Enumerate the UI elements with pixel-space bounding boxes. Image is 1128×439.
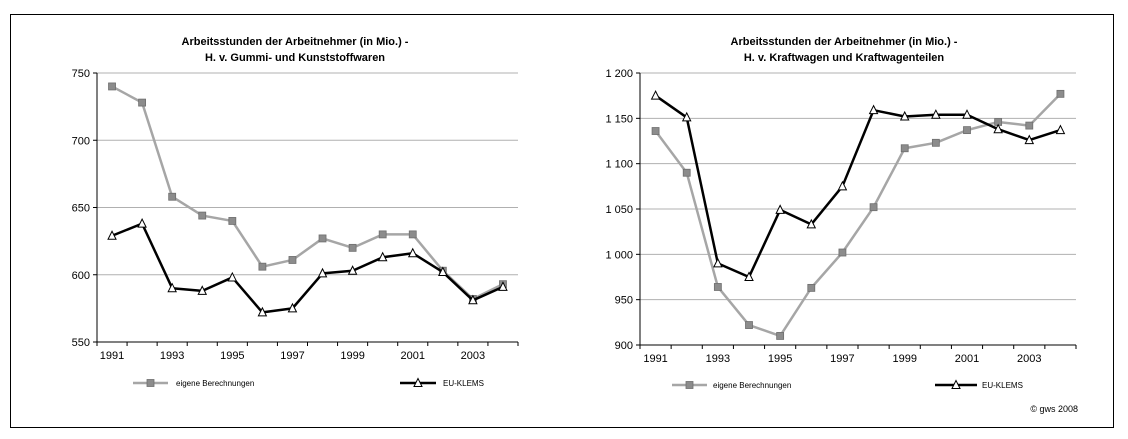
y-tick-label: 650: [72, 203, 90, 215]
data-point-square: [258, 262, 267, 271]
series-line-euklems: [111, 222, 504, 314]
y-tick-label: 950: [615, 295, 633, 307]
y-tick-label: 550: [72, 337, 90, 349]
data-point-square: [807, 283, 816, 292]
series-line-eigene: [654, 92, 1062, 338]
data-point-square: [869, 203, 878, 212]
x-tick-label: 1991: [100, 350, 124, 362]
x-tick-label: 2003: [461, 350, 485, 362]
data-point-square: [288, 256, 297, 264]
legend-marker-triangle: [413, 377, 423, 387]
x-tick-label: 1993: [160, 350, 184, 362]
data-point-triangle: [317, 267, 328, 278]
data-point-triangle: [347, 265, 358, 275]
data-point-triangle: [899, 110, 910, 121]
data-point-triangle: [931, 109, 941, 119]
data-point-triangle: [257, 306, 268, 317]
legend-label: eigene Berechnungen: [176, 379, 254, 388]
data-point-triangle: [137, 218, 147, 228]
series-line-euklems: [654, 94, 1061, 279]
legend-marker-square: [146, 379, 155, 387]
data-point-square: [838, 248, 847, 257]
data-point-triangle: [837, 180, 848, 191]
data-point-square: [900, 144, 909, 153]
chart-left-subtitle: H. v. Gummi- und Kunststoffwaren: [205, 52, 385, 64]
data-point-triangle: [1024, 134, 1035, 145]
data-point-square: [228, 217, 237, 225]
data-point-square: [1025, 121, 1034, 130]
data-point-triangle: [868, 104, 879, 115]
x-tick-label: 1997: [280, 350, 304, 362]
y-tick-label: 1 050: [605, 204, 633, 216]
chart-left-title: Arbeitsstunden der Arbeitnehmer (in Mio.…: [182, 36, 409, 48]
data-point-triangle: [468, 294, 478, 305]
series-line-eigene: [111, 85, 504, 301]
data-point-triangle: [498, 281, 508, 291]
y-tick-label: 1 150: [605, 113, 633, 125]
data-point-triangle: [1055, 124, 1066, 135]
legend-label: eigene Berechnungen: [713, 381, 791, 390]
data-point-square: [682, 168, 691, 177]
y-tick-label: 1 100: [605, 159, 633, 171]
data-point-triangle: [407, 247, 418, 258]
y-tick-label: 600: [72, 270, 90, 282]
chart-right-subtitle: H. v. Kraftwagen und Kraftwagenteilen: [744, 52, 945, 64]
legend-marker-square: [685, 381, 694, 389]
data-point-triangle: [962, 109, 972, 119]
figure-frame: [10, 14, 1114, 428]
data-point-square: [776, 332, 785, 340]
data-point-square: [931, 138, 940, 147]
chart-1: 900 950 1 000 1 050 1 100 1 150 1 200 1991 1993 1…: [605, 68, 1077, 390]
data-point-square: [651, 127, 660, 135]
data-point-triangle: [681, 111, 692, 122]
data-point-triangle: [650, 90, 661, 100]
data-point-square: [745, 321, 753, 329]
x-tick-label: 1999: [892, 353, 916, 365]
legend-label: EU-KLEMS: [443, 379, 484, 388]
y-tick-label: 1 000: [605, 249, 633, 261]
data-point-triangle: [377, 251, 388, 262]
data-point-square: [138, 98, 147, 107]
x-tick-label: 1999: [340, 350, 364, 362]
data-point-square: [963, 126, 971, 135]
data-point-square: [108, 82, 116, 91]
data-point-square: [168, 192, 177, 201]
data-point-triangle: [806, 218, 817, 229]
y-tick-label: 700: [72, 135, 90, 147]
x-tick-label: 2003: [1017, 353, 1041, 365]
data-point-square: [348, 243, 357, 252]
y-tick-label: 900: [615, 340, 633, 352]
data-point-triangle: [227, 271, 238, 282]
data-point-triangle: [775, 204, 785, 214]
y-tick-label: 750: [72, 68, 90, 80]
data-point-triangle: [107, 230, 117, 240]
x-tick-label: 2001: [401, 350, 425, 362]
chart-right-title: Arbeitsstunden der Arbeitnehmer (in Mio.…: [731, 36, 958, 48]
data-point-square: [198, 211, 207, 220]
legend-marker-triangle: [951, 379, 961, 389]
x-tick-label: 1995: [220, 350, 244, 362]
x-tick-label: 1993: [706, 353, 730, 365]
data-point-square: [318, 234, 327, 243]
data-point-triangle: [167, 282, 177, 293]
data-point-triangle: [713, 257, 723, 268]
data-point-triangle: [287, 302, 298, 313]
data-point-triangle: [744, 271, 754, 281]
x-tick-label: 1997: [830, 353, 854, 365]
x-tick-label: 1991: [643, 353, 667, 365]
data-point-square: [1056, 89, 1065, 98]
data-point-triangle: [993, 123, 1003, 134]
data-point-square: [378, 230, 387, 239]
data-point-triangle: [438, 266, 448, 277]
data-point-triangle: [197, 285, 208, 295]
y-tick-label: 1 200: [605, 68, 633, 80]
chart-0: 550 600 650 700 750 1991 1993 1995 1997 1999 2001 2…: [72, 68, 519, 388]
data-point-square: [713, 283, 722, 291]
x-tick-label: 2001: [955, 353, 979, 365]
x-tick-label: 1995: [768, 353, 792, 365]
data-point-square: [408, 230, 417, 239]
credit-text: © gws 2008: [1030, 404, 1078, 414]
legend-label: EU-KLEMS: [982, 381, 1023, 390]
